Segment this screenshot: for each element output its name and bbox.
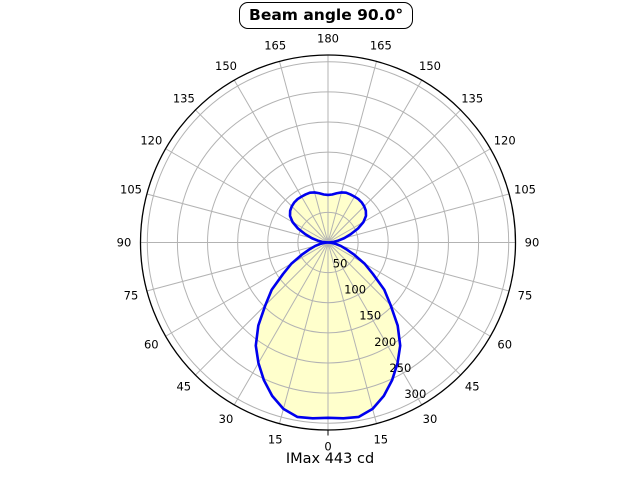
grid-circle — [146, 61, 510, 424]
grid-spoke — [327, 242, 423, 406]
angle-tick-label: 45 — [176, 380, 191, 394]
grid-spoke — [233, 79, 329, 243]
angle-tick-label: 60 — [497, 338, 512, 352]
grid-spoke — [327, 109, 461, 243]
angle-tick-label: 120 — [140, 134, 162, 148]
grid-spoke — [327, 242, 378, 424]
grid-spoke — [278, 242, 329, 424]
angle-tick-label: 105 — [120, 183, 142, 197]
angle-tick-label: 135 — [173, 91, 195, 105]
intensity-curve-lower — [254, 241, 402, 420]
angle-tick-label: 15 — [373, 433, 388, 447]
angle-tick-label: 180 — [317, 32, 339, 46]
angle-tick-label: 60 — [144, 338, 159, 352]
radial-tick-label: 50 — [333, 257, 348, 271]
radial-tick-label: 150 — [359, 309, 381, 323]
radial-tick-label: 100 — [344, 283, 366, 297]
grid-spoke — [233, 242, 329, 406]
grid-spoke — [327, 148, 491, 243]
angle-tick-label: 90 — [117, 236, 132, 250]
grid-spoke — [165, 148, 329, 243]
angle-tick-label: 165 — [264, 39, 286, 53]
grid-spoke — [278, 61, 329, 243]
angle-tick-label: 135 — [461, 91, 483, 105]
grid-spoke — [327, 242, 491, 337]
radial-tick-label: 250 — [389, 361, 411, 375]
angle-tick-label: 45 — [465, 380, 480, 394]
angle-tick-label: 165 — [370, 39, 392, 53]
angle-tick-label: 0 — [324, 440, 331, 454]
angle-tick-label: 105 — [514, 183, 536, 197]
angle-tick-label: 30 — [423, 412, 438, 426]
grid-spoke — [327, 61, 378, 243]
angle-tick-label: 75 — [518, 288, 533, 302]
chart-title-box: Beam angle 90.0° — [239, 2, 414, 30]
grid-circle — [267, 181, 389, 304]
intensity-curve-upper — [288, 191, 368, 244]
grid-spoke — [327, 79, 423, 243]
angle-tick-label: 30 — [219, 412, 234, 426]
grid-circle — [207, 121, 449, 364]
grid-spoke — [327, 242, 461, 376]
grid-spoke — [146, 242, 329, 292]
grid-spoke — [327, 193, 510, 243]
angle-tick-label: 150 — [215, 59, 237, 73]
grid-spoke — [165, 242, 329, 337]
angle-tick-label: 150 — [419, 59, 441, 73]
grid-spoke — [146, 193, 329, 243]
radial-tick-label: 200 — [374, 335, 396, 349]
grid-circle — [237, 151, 419, 334]
grid-spoke — [195, 109, 329, 243]
grid-circle — [297, 211, 359, 274]
angle-tick-label: 90 — [525, 236, 540, 250]
imax-label: IMax 443 cd — [285, 451, 375, 467]
grid-circle — [176, 91, 480, 394]
grid-spoke — [195, 242, 329, 376]
angle-tick-label: 15 — [268, 433, 283, 447]
angle-tick-label: 75 — [124, 288, 139, 302]
angle-tick-label: 120 — [494, 134, 516, 148]
chart-title: Beam angle 90.0° — [249, 6, 404, 24]
radial-tick-label: 300 — [404, 387, 426, 401]
grid-spoke — [327, 242, 510, 292]
